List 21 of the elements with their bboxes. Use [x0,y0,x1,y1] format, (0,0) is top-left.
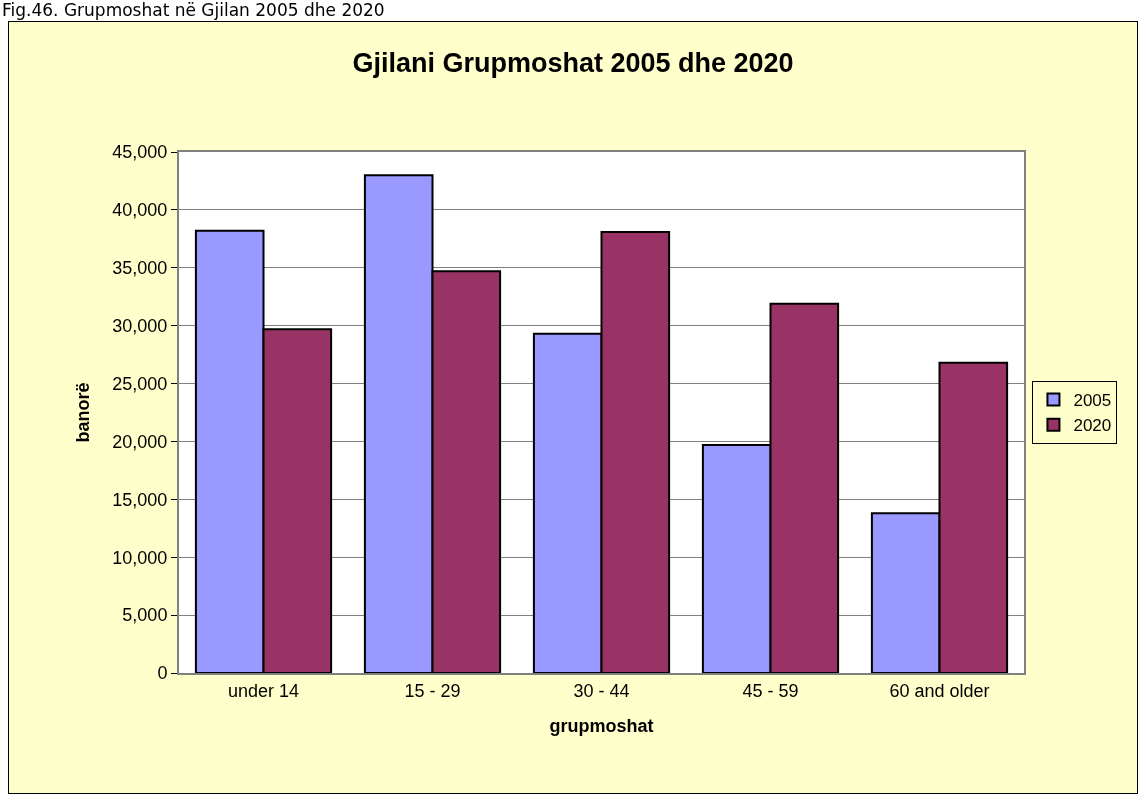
y-axis-title: banorë [73,382,94,443]
x-tick-label: 30 - 44 [573,680,630,701]
y-tick-label: 25,000 [112,373,168,394]
legend-label: 2005 [1073,391,1112,411]
y-tick-label: 35,000 [112,258,168,279]
legend-label: 2020 [1073,416,1112,436]
chart-title: Gjilani Grupmoshat 2005 dhe 2020 [352,47,794,78]
y-tick-label: 5,000 [122,605,168,626]
y-tick-label: 0 [157,663,168,684]
y-tick-label: 15,000 [112,489,168,510]
x-tick-label: 60 and older [889,680,990,701]
y-tick-label: 30,000 [112,315,168,336]
y-tick-label: 40,000 [112,200,168,221]
y-tick-label: 45,000 [112,142,168,163]
x-axis-title: grupmoshat [549,716,654,737]
x-tick-label: under 14 [227,680,300,701]
caption: Fig.46. Grupmoshat në Gjilan 2005 dhe 2020 [2,0,385,20]
x-tick-label: 45 - 59 [742,680,799,701]
x-tick-label: 15 - 29 [404,680,461,701]
y-tick-label: 10,000 [112,547,168,568]
y-tick-label: 20,000 [112,431,168,452]
